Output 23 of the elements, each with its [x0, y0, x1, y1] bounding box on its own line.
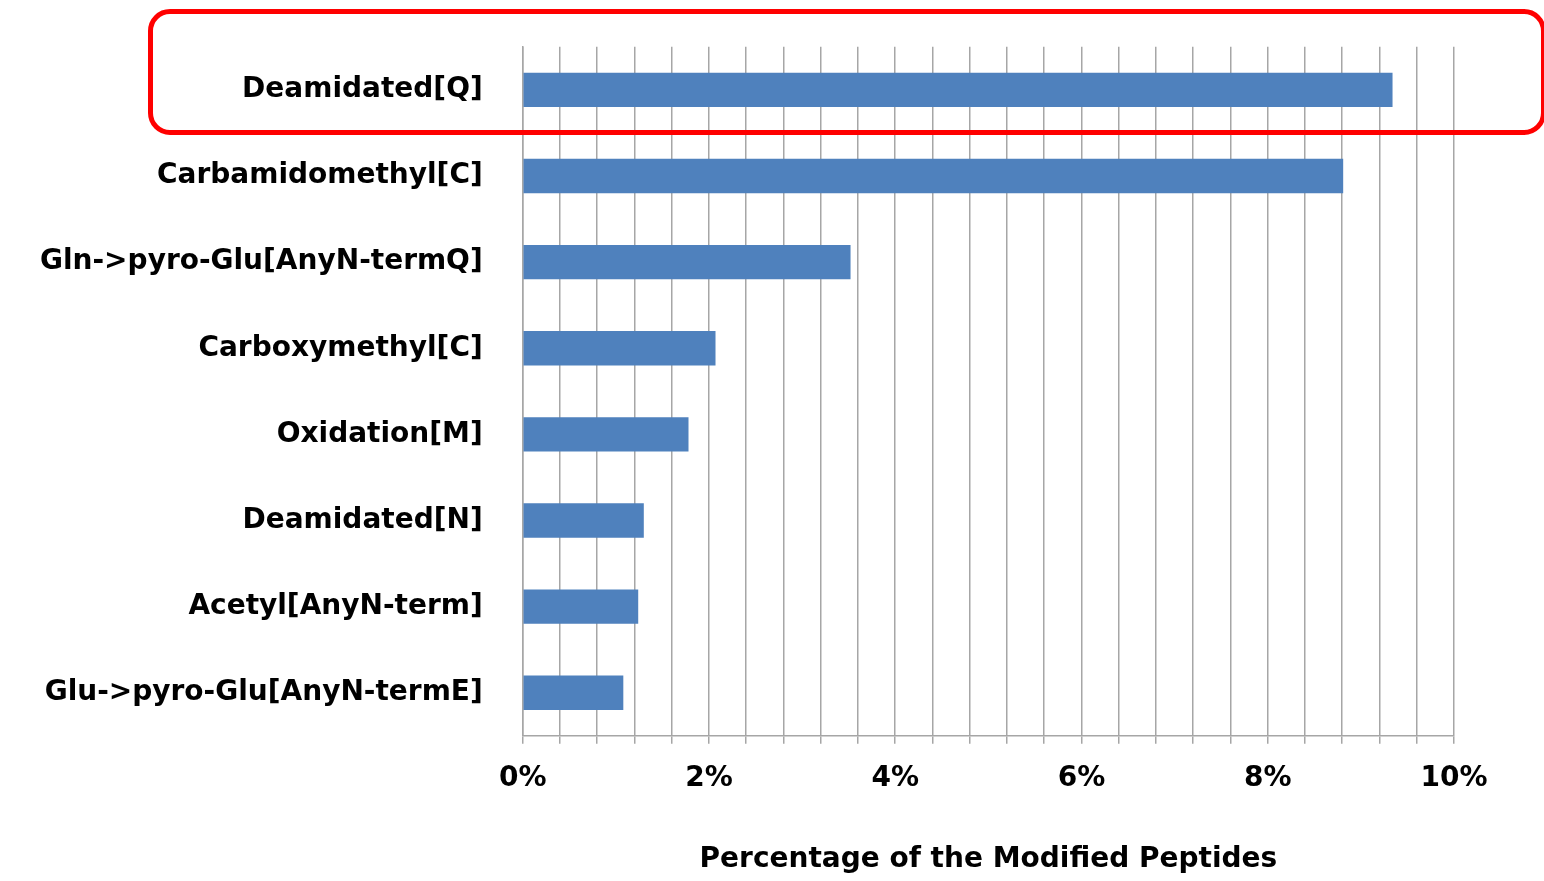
y-tick-label: Deamidated[Q] — [242, 71, 483, 105]
bar — [523, 244, 851, 280]
x-tick-label: 10% — [1420, 759, 1488, 793]
y-tick-label: Acetyl[AnyN-term] — [188, 587, 483, 621]
y-tick-label: Deamidated[N] — [242, 501, 483, 535]
bar — [523, 158, 1344, 194]
y-tick-label: Gln->pyro-Glu[AnyN-termQ] — [39, 243, 483, 277]
y-tick-label: Glu->pyro-Glu[AnyN-termE] — [44, 674, 483, 708]
y-tick-label: Oxidation[M] — [276, 415, 483, 449]
x-tick-label: 8% — [1243, 759, 1292, 793]
x-axis-title: Percentage of the Modified Peptides — [699, 841, 1278, 875]
x-tick-label: 6% — [1057, 759, 1106, 793]
bar — [523, 675, 624, 710]
y-tick-label: Carboxymethyl[C] — [198, 329, 483, 363]
x-tick-label: 2% — [685, 759, 733, 793]
bar — [523, 72, 1393, 108]
bar — [523, 331, 716, 366]
x-tick-label: 0% — [498, 759, 547, 793]
bar — [523, 589, 639, 624]
bar — [523, 503, 644, 538]
bar — [523, 417, 689, 452]
x-tick-label: 4% — [871, 759, 920, 793]
y-tick-label: Carbamidomethyl[C] — [157, 157, 483, 191]
